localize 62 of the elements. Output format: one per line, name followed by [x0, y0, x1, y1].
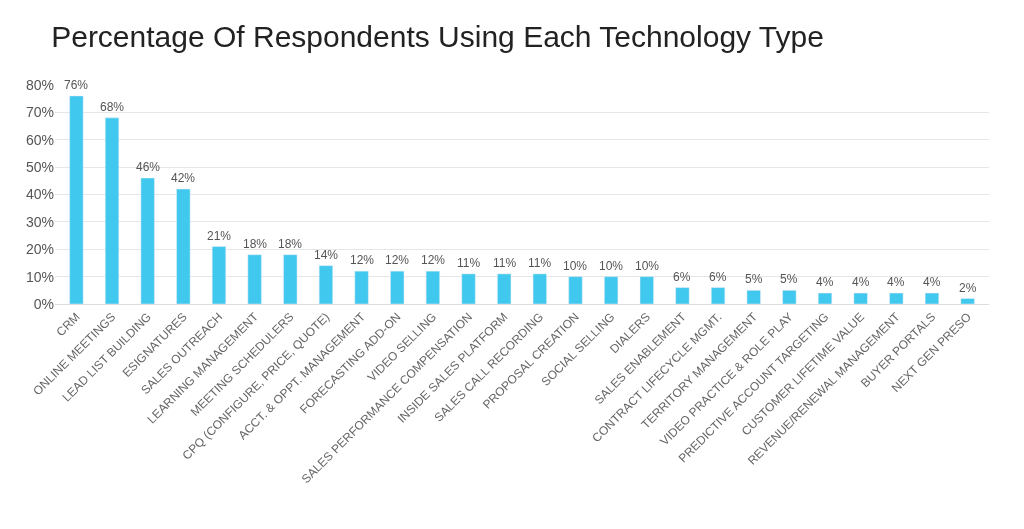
bar	[354, 270, 369, 304]
bar	[604, 276, 619, 304]
bar	[176, 188, 191, 304]
bar	[532, 273, 547, 304]
data-label: 4%	[852, 275, 870, 289]
data-label: 18%	[278, 237, 303, 251]
bar	[782, 290, 797, 304]
data-label: 11%	[493, 256, 517, 270]
y-tick-label: 70%	[25, 104, 54, 121]
y-tick-label: 60%	[25, 131, 54, 148]
bar	[889, 292, 904, 304]
data-label: 46%	[136, 160, 161, 174]
bar	[69, 95, 84, 304]
data-label: 11%	[528, 256, 552, 270]
y-tick-label: 20%	[25, 241, 54, 258]
y-tick-label: 30%	[25, 213, 54, 230]
data-label: 42%	[171, 171, 196, 185]
y-tick-label: 80%	[25, 76, 54, 93]
data-label: 76%	[64, 78, 89, 92]
data-label: 68%	[100, 100, 125, 114]
bar	[746, 290, 761, 304]
data-label: 5%	[780, 272, 798, 286]
data-label: 6%	[709, 270, 727, 284]
data-label: 2%	[959, 281, 977, 295]
bar	[105, 117, 120, 304]
data-label: 12%	[350, 253, 375, 267]
bar	[960, 298, 975, 304]
data-label: 4%	[923, 275, 941, 289]
data-label: 21%	[207, 229, 232, 243]
data-label: 10%	[563, 259, 588, 273]
data-label: 6%	[673, 270, 691, 284]
bar	[853, 292, 868, 304]
bar	[390, 270, 405, 304]
bar	[425, 270, 440, 304]
data-label: 12%	[421, 253, 446, 267]
bar	[924, 292, 939, 304]
bar	[675, 287, 690, 304]
bar	[283, 254, 298, 304]
bar	[461, 273, 476, 304]
data-label: 12%	[385, 253, 410, 267]
data-label: 5%	[745, 272, 763, 286]
bar	[817, 292, 833, 304]
bar	[568, 276, 583, 304]
bar	[247, 254, 262, 304]
bar	[318, 265, 333, 304]
data-label: 18%	[243, 237, 268, 251]
bar	[211, 246, 227, 304]
y-tick-label: 10%	[25, 268, 54, 285]
bar	[639, 276, 654, 304]
y-tick-label: 0%	[33, 295, 54, 312]
y-tick-label: 50%	[25, 159, 54, 176]
data-label: 4%	[887, 275, 905, 289]
data-label: 11%	[457, 256, 481, 270]
bar	[711, 287, 726, 304]
bar	[140, 177, 155, 304]
chart-title: Percentage Of Respondents Using Each Technology Type	[51, 20, 824, 54]
data-label: 10%	[599, 259, 624, 273]
y-tick-label: 40%	[25, 186, 54, 203]
data-label: 14%	[314, 248, 339, 262]
data-label: 10%	[635, 259, 660, 273]
data-label: 4%	[816, 275, 834, 289]
bar	[497, 273, 512, 304]
